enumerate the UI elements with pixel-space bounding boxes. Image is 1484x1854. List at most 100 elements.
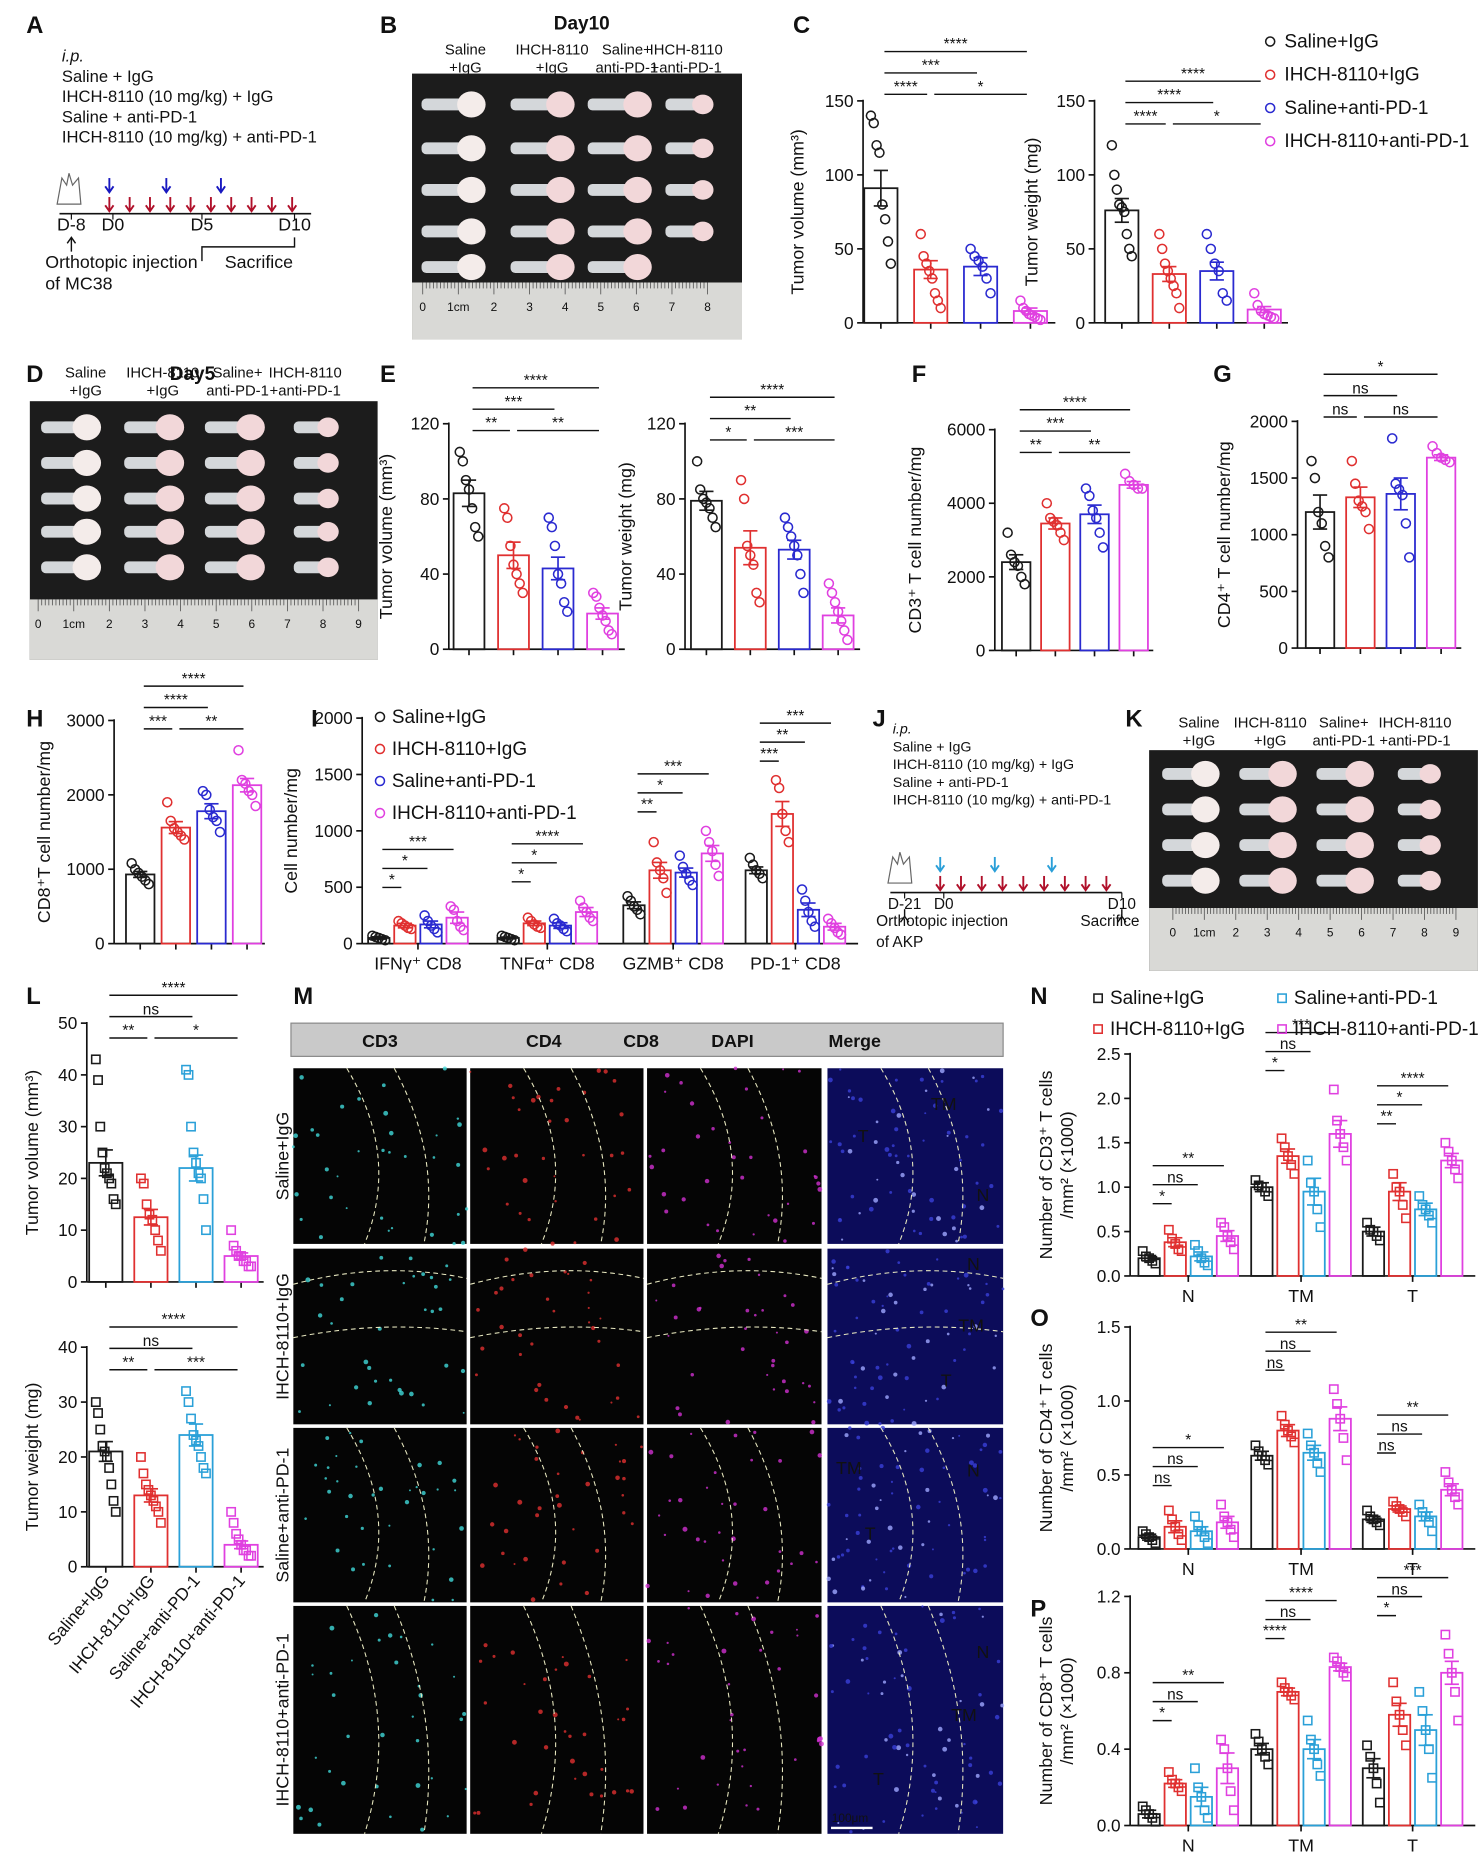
data-point <box>108 1495 119 1506</box>
legend-label: IHCH-8110+anti-PD-1 <box>392 803 577 824</box>
cell-signal <box>740 1175 745 1180</box>
cell-signal <box>894 1127 899 1132</box>
significance-label: ** <box>1030 437 1042 454</box>
cell-signal <box>963 1272 969 1278</box>
cell-signal <box>996 1224 1000 1228</box>
data-point <box>1097 542 1109 553</box>
x-tick-label: PD-1⁺ CD8 <box>750 954 841 974</box>
ruler-label: 8 <box>320 617 327 631</box>
ruler-label: 8 <box>1421 925 1428 939</box>
data-point <box>687 879 698 891</box>
cell-signal <box>556 1472 560 1476</box>
data-point <box>153 1235 163 1246</box>
tissue-tumor <box>1268 760 1297 787</box>
data-point <box>1154 228 1165 240</box>
micrograph <box>293 1427 467 1603</box>
cell-signal <box>459 1717 464 1722</box>
cell-signal <box>951 1226 956 1231</box>
data-point <box>1264 36 1276 47</box>
y-tick-label: 80 <box>656 489 675 509</box>
legend-label: Saline+anti-PD-1 <box>392 771 536 792</box>
cell-signal <box>845 1265 850 1270</box>
tissue-tumor <box>546 91 575 118</box>
data-point <box>1319 540 1331 552</box>
data-point <box>138 1178 149 1189</box>
data-point <box>799 895 811 907</box>
cell-signal <box>723 1258 727 1263</box>
cell-signal <box>757 1273 761 1277</box>
ruler <box>412 282 742 340</box>
data-point <box>558 923 569 935</box>
legend-label: Saline+IgG <box>1110 988 1204 1009</box>
cell-signal <box>863 1623 868 1628</box>
cell-signal <box>300 1363 305 1367</box>
data-point <box>228 1517 239 1528</box>
data-point <box>108 1194 119 1205</box>
data-point <box>748 559 759 570</box>
cell-signal <box>744 1087 749 1091</box>
data-point <box>162 797 173 808</box>
cell-signal <box>939 1068 945 1074</box>
cell-signal <box>941 1384 947 1390</box>
cell-signal <box>550 1241 555 1246</box>
x-tick-label: TM <box>1288 1836 1314 1854</box>
y-tick-label: 0 <box>976 640 986 660</box>
data-point <box>625 895 637 907</box>
data-point <box>735 474 747 486</box>
cell-signal <box>868 1579 872 1582</box>
group-label: IHCH-8110 <box>1234 716 1307 732</box>
cell-signal <box>862 1401 867 1406</box>
cell-signal <box>388 1151 391 1154</box>
cell-signal <box>329 1625 335 1631</box>
cell-signal <box>837 1142 842 1147</box>
data-point <box>1306 455 1317 467</box>
region-border <box>646 1326 822 1339</box>
cell-signal <box>773 1218 778 1223</box>
sacrifice-bracket <box>201 237 296 262</box>
data-point <box>425 920 437 931</box>
panel-label: N <box>1030 984 1047 1010</box>
cell-signal <box>729 1719 732 1722</box>
data-point <box>1222 1763 1233 1774</box>
cell-signal <box>622 1511 626 1515</box>
cell-signal <box>894 1078 898 1082</box>
data-point <box>104 1463 115 1473</box>
data-point <box>1132 483 1144 494</box>
data-point <box>1393 484 1405 495</box>
cell-signal <box>621 1493 625 1497</box>
data-point <box>233 1534 244 1545</box>
tissue-tumor <box>692 221 714 242</box>
cell-signal <box>862 1279 866 1282</box>
cell-signal <box>911 1421 917 1427</box>
data-point <box>90 1397 101 1407</box>
tissue <box>204 456 248 469</box>
cell-signal <box>1000 1703 1005 1708</box>
cell-signal <box>629 1789 634 1794</box>
cell-signal <box>355 1465 358 1468</box>
cell-signal <box>453 1675 456 1678</box>
cell-signal <box>752 1233 755 1236</box>
x-tick-label: N <box>1182 1836 1195 1854</box>
data-point <box>1332 1115 1342 1126</box>
arrow-head <box>185 204 196 213</box>
tissue-tumor <box>72 414 102 441</box>
cell-signal <box>655 1299 658 1302</box>
data-point <box>561 925 573 937</box>
y-tick-label: 20 <box>58 1447 77 1467</box>
cell-signal <box>460 1368 466 1374</box>
data-point <box>1094 527 1105 538</box>
data-point <box>1371 1517 1382 1528</box>
ruler-label: 7 <box>284 617 291 631</box>
cell-signal <box>873 1197 879 1203</box>
cell-signal <box>828 1077 833 1083</box>
row-label: IHCH-8110+anti-PD-1 <box>273 1633 293 1806</box>
y-axis-label: /mm² (×1000) <box>1057 1657 1077 1764</box>
cell-signal <box>735 1611 739 1616</box>
cell-signal <box>535 1445 539 1449</box>
data-point <box>1446 1484 1457 1495</box>
cell-signal <box>981 1615 984 1618</box>
cell-signal <box>947 1523 951 1527</box>
cell-signal <box>403 1155 407 1158</box>
data-point <box>1401 1213 1411 1224</box>
y-tick-label: 1000 <box>1250 525 1288 545</box>
